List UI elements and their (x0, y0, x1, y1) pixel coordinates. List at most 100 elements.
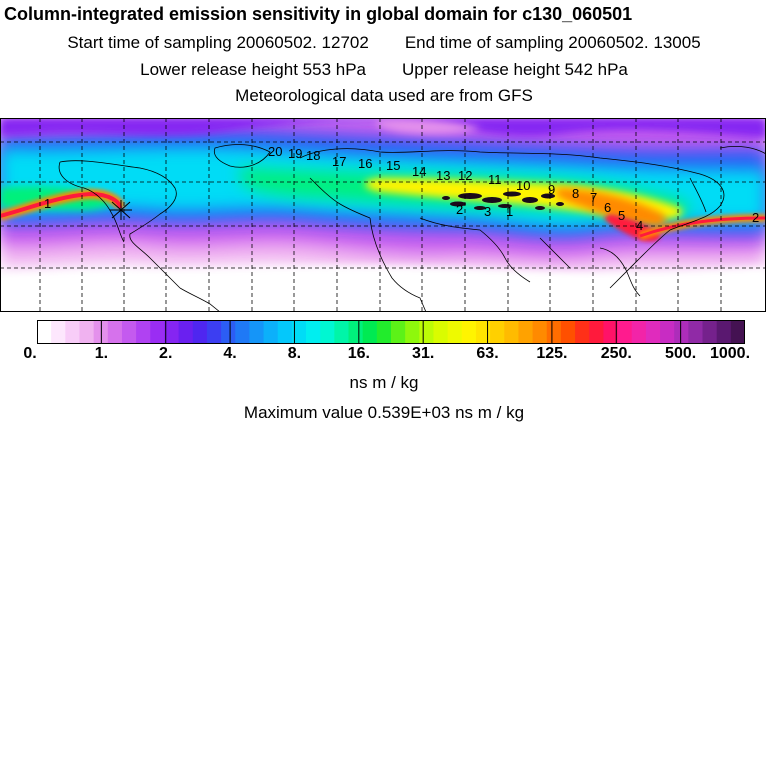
colorbar-cell (702, 320, 718, 344)
colorbar-tick-label: 2. (159, 345, 173, 362)
graticule (0, 118, 766, 312)
upper-release-label: Upper release height 542 hPa (402, 60, 628, 79)
colorbar-cell (461, 320, 477, 344)
colorbar-cell (107, 320, 123, 344)
map-canvas: 20 19 18 17 16 15 14 13 12 11 10 9 8 7 6… (0, 118, 766, 312)
colorbar-tick-label: 0. (23, 345, 37, 362)
colorbar-cell (249, 320, 265, 344)
colorbar-cell (334, 320, 350, 344)
trajectory-label: 6 (604, 200, 611, 215)
colorbar-tick-label: 63. (476, 345, 499, 362)
start-time-label: Start time of sampling 20060502. 12702 (67, 33, 369, 52)
trajectory-label: 16 (358, 156, 372, 171)
trajectory-label: 2 (456, 202, 463, 217)
colorbar-cell (716, 320, 732, 344)
maximum-value-label: Maximum value 0.539E+03 ns m / kg (243, 403, 525, 422)
colorbar-cell (546, 320, 562, 344)
colorbar-cell (221, 320, 236, 344)
colorbar-cell (688, 320, 704, 344)
end-time-label: End time of sampling 20060502. 13005 (404, 33, 701, 52)
trajectory-label: 18 (306, 148, 320, 163)
colorbar-cell (235, 320, 250, 344)
colorbar-cell (37, 320, 52, 344)
trajectory-label: 13 (436, 168, 450, 183)
colorbar-cell (433, 320, 449, 344)
coastlines (58, 144, 766, 312)
trajectory-label: 3 (484, 204, 491, 219)
colorbar-tick-label: 8. (287, 345, 302, 362)
trajectory-label: 10 (516, 178, 530, 193)
sampling-time-row: Start time of sampling 20060502. 12702 En… (0, 33, 768, 53)
units-label: ns m / kg (349, 373, 419, 392)
trajectory-labels: 20 19 18 17 16 15 14 13 12 11 10 9 8 7 6… (44, 144, 759, 233)
trajectory-label: 1 (44, 196, 51, 211)
colorbar-cell (391, 320, 406, 344)
trajectory-label: 7 (590, 190, 597, 205)
high-sensitivity-dots (442, 191, 564, 210)
colorbar-cell (603, 320, 619, 344)
colorbar-tick-label: 125. (536, 345, 568, 362)
colorbar-cell (277, 320, 293, 344)
colorbar-cell (730, 320, 745, 344)
colorbar-cell (575, 320, 590, 344)
colorbar-tick-label: 1. (94, 345, 109, 362)
colorbar-cell (405, 320, 420, 344)
colorbar (37, 320, 745, 344)
colorbar-cell (518, 320, 534, 344)
colorbar-cell (490, 320, 505, 344)
colorbar-cell (51, 320, 66, 344)
colorbar-cell (136, 320, 151, 344)
trajectory-label: 17 (332, 154, 346, 169)
trajectory-label: 9 (548, 182, 555, 197)
colorbar-tick-label: 250. (600, 345, 632, 362)
plot-title: Column-integrated emission sensitivity i… (4, 4, 633, 24)
colorbar-cell (660, 320, 675, 344)
colorbar-tick-label: 4. (223, 345, 237, 362)
colorbar-cell (192, 320, 208, 344)
colorbar-cell (631, 320, 647, 344)
colorbar-cell (674, 320, 689, 344)
colorbar-cell (475, 320, 491, 344)
colorbar-cell (376, 320, 392, 344)
colorbar-cell (532, 320, 548, 344)
colorbar-cell (419, 320, 435, 344)
trajectory-label: 5 (618, 208, 625, 223)
met-data-label: Meteorological data used are from GFS (235, 86, 533, 105)
colorbar-cell (206, 320, 222, 344)
colorbar-frame (37, 320, 745, 344)
colorbar-cell (617, 320, 633, 344)
sensitivity-field (0, 118, 766, 312)
colorbar-cell (560, 320, 576, 344)
trajectory-label: 2 (752, 210, 759, 225)
trajectory-label: 11 (488, 172, 502, 187)
release-location-marker (110, 200, 132, 220)
colorbar-cell (150, 320, 166, 344)
sensitivity-map: 20 19 18 17 16 15 14 13 12 11 10 9 8 7 6… (0, 118, 766, 312)
lower-release-label: Lower release height 553 hPa (140, 60, 366, 79)
colorbar-cell (291, 320, 307, 344)
trajectory-label: 19 (288, 146, 302, 161)
trajectory-label: 15 (386, 158, 400, 173)
colorbar-cell (362, 320, 378, 344)
colorbar-tick-label: 16. (347, 345, 370, 362)
colorbar-tick-label: 31. (412, 345, 435, 362)
colorbar-cell (65, 320, 81, 344)
colorbar-cell (178, 320, 194, 344)
colorbar-tick-labels: 0. 1. 2. 4. 8. 16. 31. 63. 125. 250. 500. 1000. (0, 345, 768, 367)
colorbar-cell (164, 320, 180, 344)
map-frame (0, 118, 766, 312)
trajectory-label: 14 (412, 164, 426, 179)
trajectory-label: 4 (636, 218, 643, 233)
colorbar-cell (348, 320, 364, 344)
trajectory-label: 12 (458, 168, 472, 183)
colorbar-cell (121, 320, 137, 344)
colorbar-cell (306, 320, 321, 344)
colorbar-cell (320, 320, 335, 344)
colorbar-cell (79, 320, 95, 344)
colorbar-tick-label: 1000. (709, 345, 751, 362)
colorbar-cell (645, 320, 661, 344)
trajectory-label: 20 (268, 144, 282, 159)
release-height-row: Lower release height 553 hPa Upper releas… (0, 60, 768, 80)
trajectory-label: 1 (506, 204, 513, 219)
